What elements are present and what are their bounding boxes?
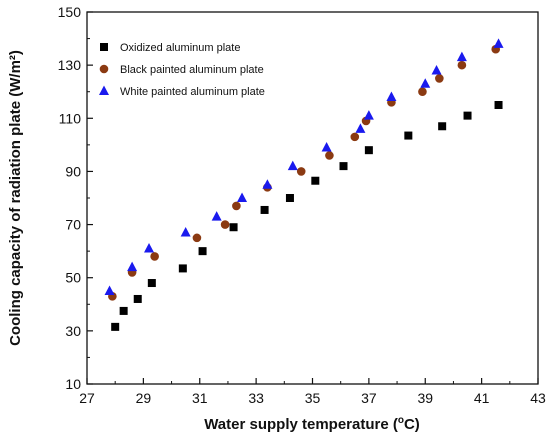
x-tick-label: 43 bbox=[530, 390, 546, 406]
data-point-series-1 bbox=[339, 162, 348, 171]
data-point-series-3 bbox=[127, 261, 138, 272]
data-point-series-1 bbox=[438, 122, 447, 131]
data-point-series-1 bbox=[463, 111, 472, 120]
data-point-series-3 bbox=[237, 192, 248, 202]
data-point-series-1 bbox=[364, 146, 373, 155]
x-tick-label: 27 bbox=[79, 390, 95, 406]
data-point-series-1 bbox=[119, 306, 128, 315]
y-tick-label: 90 bbox=[65, 163, 81, 179]
data-point-series-3 bbox=[431, 64, 442, 75]
x-tick-label: 33 bbox=[248, 390, 264, 406]
data-point-series-3 bbox=[104, 285, 115, 295]
y-axis-title: Cooling capacity of radiation plate (W/m… bbox=[7, 50, 24, 346]
data-point-series-2 bbox=[232, 201, 241, 211]
data-point-series-1 bbox=[311, 176, 320, 185]
data-point-series-3 bbox=[420, 78, 431, 88]
y-tick-label: 70 bbox=[65, 217, 81, 233]
legend: Oxidized aluminum plate Black painted alu… bbox=[99, 42, 265, 98]
data-point-series-3 bbox=[456, 51, 467, 62]
data-point-series-2 bbox=[418, 87, 427, 97]
legend-marker-1 bbox=[100, 43, 108, 51]
y-tick-label: 10 bbox=[65, 376, 81, 392]
x-axis: 27 29 31 33 35 37 39 41 43 bbox=[79, 378, 546, 406]
legend-label-2: Black painted aluminum plate bbox=[120, 64, 264, 76]
y-tick-label: 130 bbox=[58, 57, 82, 73]
data-point-series-2 bbox=[150, 252, 159, 261]
x-axis-title-unit: C) bbox=[404, 416, 420, 433]
data-point-series-3 bbox=[386, 91, 397, 102]
data-point-series-1 bbox=[285, 194, 294, 202]
data-point-series-1 bbox=[494, 101, 503, 109]
data-point-series-3 bbox=[262, 179, 273, 189]
y-tick-label: 50 bbox=[65, 270, 81, 286]
legend-marker-2 bbox=[99, 64, 109, 74]
data-point-series-3 bbox=[180, 227, 191, 237]
data-point-series-1 bbox=[404, 131, 413, 140]
data-point-series-1 bbox=[198, 247, 207, 256]
data-point-series-1 bbox=[133, 294, 142, 303]
data-point-series-2 bbox=[192, 233, 202, 243]
data-point-series-1 bbox=[147, 279, 156, 288]
data-point-series-3 bbox=[493, 38, 504, 48]
y-axis: 10 30 50 70 90 110 130 150 bbox=[58, 4, 93, 392]
legend-label-1: Oxidized aluminum plate bbox=[120, 42, 240, 54]
data-point-series-1 bbox=[229, 223, 238, 232]
x-tick-label: 31 bbox=[192, 390, 208, 406]
x-axis-title-main: Water supply temperature ( bbox=[204, 416, 398, 433]
data-point-series-2 bbox=[457, 60, 467, 70]
data-point-series-1 bbox=[260, 205, 269, 214]
x-tick-label: 35 bbox=[305, 390, 321, 406]
data-point-series-3 bbox=[321, 142, 332, 152]
data-point-series-2 bbox=[296, 167, 306, 176]
legend-label-3: White painted aluminum plate bbox=[120, 86, 265, 98]
x-tick-label: 29 bbox=[136, 390, 152, 406]
y-tick-label: 30 bbox=[65, 323, 81, 339]
data-point-series-3 bbox=[144, 242, 155, 253]
x-tick-label: 41 bbox=[474, 390, 490, 406]
data-point-series-3 bbox=[287, 160, 298, 171]
data-point-series-2 bbox=[350, 132, 360, 142]
data-point-series-1 bbox=[111, 322, 120, 331]
x-axis-title: Water supply temperature (oC) bbox=[204, 415, 420, 433]
x-tick-label: 37 bbox=[361, 390, 377, 406]
data-point-series-3 bbox=[363, 110, 374, 120]
data-point-series-1 bbox=[178, 264, 187, 273]
data-point-series-3 bbox=[211, 211, 222, 221]
x-axis-title-degree: o bbox=[398, 415, 404, 426]
data-point-series-2 bbox=[325, 151, 334, 160]
legend-marker-3 bbox=[99, 85, 109, 95]
x-tick-label: 39 bbox=[417, 390, 433, 406]
data-point-series-3 bbox=[355, 123, 366, 133]
data-point-series-2 bbox=[435, 74, 444, 83]
data-point-series-2 bbox=[220, 220, 230, 229]
y-tick-label: 150 bbox=[58, 4, 82, 20]
y-tick-label: 110 bbox=[59, 110, 82, 126]
data-points bbox=[104, 38, 504, 331]
